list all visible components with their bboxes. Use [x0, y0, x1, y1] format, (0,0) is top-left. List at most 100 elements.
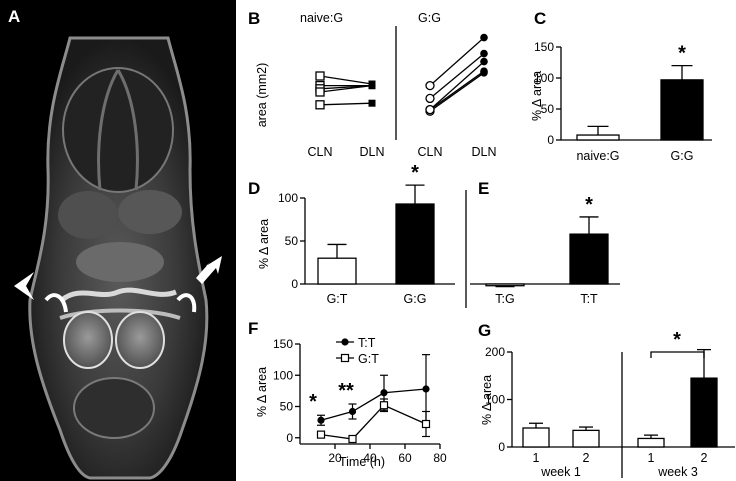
right-arrow-icon [196, 256, 222, 284]
panel-f-point-0-3 [422, 385, 430, 393]
panel-g-bar-1 [572, 429, 600, 448]
panel-a-label: A [8, 7, 20, 26]
panel-g-group-label-0: week 1 [540, 465, 581, 479]
panel-f-ytick-label-3: 150 [273, 337, 293, 351]
panel-g-xtick-label-3: 2 [701, 451, 708, 465]
panel-b-ylabel: area (mm2) [255, 63, 269, 128]
panel-b-pair-line-1-0 [429, 37, 485, 87]
panel-f: F % Δ area Time (h) 0 50 100 150 20 40 60 80 T:T… [248, 319, 447, 469]
c-marks-ytick-label-3: 150 [534, 40, 554, 54]
panel-f-ytick-label-2: 100 [273, 368, 293, 382]
panel-f-legend-marker-1 [340, 353, 350, 363]
panel-f-ytick-label-1: 50 [280, 400, 294, 414]
panel-f-label: F [248, 319, 258, 338]
d-marks-bar-0 [317, 257, 357, 285]
d-marks-xtick-label-1: G:G [404, 292, 427, 306]
panel-b-dln-marker-1-0 [480, 33, 488, 42]
panel-b-xtick-cln-2: CLN [417, 145, 442, 159]
panel-b-pair-line-0-4 [319, 102, 373, 106]
panel-f-significance-0: * [309, 391, 317, 413]
panel-e-label: E [478, 179, 489, 198]
c-marks-bar-0 [576, 134, 620, 141]
panel-g-ytick-label-2: 200 [485, 345, 505, 359]
panel-b-xtick-cln-1: CLN [307, 145, 332, 159]
panel-b-dln-marker-1-4 [480, 67, 488, 75]
panel-b-xtick-dln-2: DLN [471, 145, 496, 159]
panel-b-pair-line-1-2 [429, 61, 485, 111]
panel-b-xtick-dln-1: DLN [359, 145, 384, 159]
panel-b-dln-marker-1-2 [480, 57, 488, 66]
panel-f-xtick-label-3: 80 [433, 451, 447, 465]
panel-f-legend-label-0: T:T [358, 336, 376, 350]
d-marks-ytick-label-1: 50 [285, 234, 299, 248]
panel-b: B naive:G G:G area (mm2) CLN DLN CLN DLN [248, 9, 497, 159]
c-marks-ytick-label-1: 50 [541, 102, 555, 116]
panel-c-ylabel: % Δ area [530, 71, 544, 121]
panel-b-group1-title: naive:G [300, 11, 343, 25]
panel-d-ylabel: % Δ area [257, 219, 271, 269]
panel-e: E T:G T:T * [465, 179, 620, 308]
panel-d-label: D [248, 179, 260, 198]
panel-f-xtick-label-1: 40 [363, 451, 377, 465]
panel-b-dln-marker-0-4 [368, 99, 376, 107]
panel-c: C % Δ area 0 50 100 150 naive:G G:G * [530, 9, 712, 163]
panel-a-mri-image: A [0, 0, 236, 481]
panel-b-cln-marker-0-0 [315, 71, 325, 81]
e-marks-significance-1: * [585, 194, 593, 216]
e-marks-bar-1 [569, 233, 609, 285]
panel-f-ytick-label-0: 0 [286, 431, 293, 445]
c-marks-bar-1 [660, 79, 704, 141]
panel-b-label: B [248, 9, 260, 28]
panel-g-ylabel: % Δ area [480, 375, 494, 425]
d-marks-ytick-label-0: 0 [291, 277, 298, 291]
c-marks-significance-1: * [678, 43, 686, 65]
panel-f-significance-1: ** [338, 380, 354, 402]
panel-g-label: G [478, 321, 491, 340]
panel-b-cln-marker-0-3 [315, 87, 325, 97]
panel-f-series-line-0 [320, 388, 427, 421]
panel-f-point-0-2 [380, 389, 388, 397]
panel-f-point-1-0 [316, 430, 326, 439]
panel-b-pair-line-0-0 [319, 75, 373, 85]
panel-b-pair-line-1-1 [429, 53, 485, 99]
panel-g-bracket [650, 351, 705, 358]
left-arrow-icon [14, 272, 34, 300]
e-marks-xtick-label-1: T:T [580, 292, 598, 306]
panel-b-marks [315, 33, 488, 116]
panel-g-significance-0: * [673, 329, 681, 351]
d-marks-bar-1 [395, 203, 435, 285]
panel-b-pair-line-1-3 [429, 72, 485, 112]
panel-f-ylabel: % Δ area [255, 367, 269, 417]
panel-f-xtick-label-0: 20 [328, 451, 342, 465]
panel-f-xtick-label-2: 60 [398, 451, 412, 465]
panel-f-legend-marker-0 [341, 338, 349, 346]
panel-f-point-1-1 [348, 434, 357, 444]
d-marks-ytick-label-2: 100 [278, 191, 298, 205]
c-marks-ytick-label-0: 0 [547, 133, 554, 147]
panel-b-group2-title: G:G [418, 11, 441, 25]
panel-f-point-0-1 [348, 407, 357, 416]
panel-d: D % Δ area 0 50 100 G:T G:G * [248, 162, 455, 306]
e-marks-bar-0 [485, 283, 525, 287]
panel-g-xtick-label-1: 2 [583, 451, 590, 465]
d-marks-significance-1: * [411, 162, 419, 184]
panel-d-marks: 0 50 100 G:T G:G * [278, 162, 455, 306]
panel-g-bar-0 [522, 427, 550, 448]
panel-b-pair-line-1-4 [429, 70, 485, 111]
c-marks-xtick-label-1: G:G [671, 149, 694, 163]
panel-g-ytick-label-0: 0 [498, 440, 505, 454]
panel-f-legend-label-1: G:T [358, 352, 379, 366]
panel-e-marks: T:G T:T * [470, 194, 620, 306]
e-marks-xtick-label-0: T:G [495, 292, 514, 306]
panel-f-point-0-0 [317, 416, 325, 424]
panel-g-bar-2 [637, 437, 665, 448]
panel-b-cln-marker-1-0 [425, 80, 435, 91]
panel-b-cln-marker-1-1 [425, 93, 435, 104]
panel-f-point-1-3 [421, 419, 431, 429]
d-marks-xtick-label-0: G:T [327, 292, 348, 306]
c-marks-ytick-label-2: 100 [534, 71, 554, 85]
